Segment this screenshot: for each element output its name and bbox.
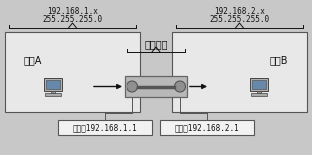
Bar bbox=[45, 93, 61, 96]
Circle shape bbox=[174, 81, 186, 92]
Text: 网关：192.168.1.1: 网关：192.168.1.1 bbox=[73, 123, 137, 132]
Bar bbox=[125, 76, 187, 97]
Bar bbox=[160, 120, 254, 135]
Bar bbox=[252, 80, 266, 89]
Text: 网络A: 网络A bbox=[24, 55, 42, 65]
Bar bbox=[172, 32, 307, 112]
Text: 255.255.255.0: 255.255.255.0 bbox=[209, 15, 270, 24]
Text: 网络B: 网络B bbox=[270, 55, 288, 65]
Bar bbox=[251, 93, 267, 96]
Bar bbox=[5, 32, 140, 112]
Bar bbox=[257, 91, 261, 93]
Text: 255.255.255.0: 255.255.255.0 bbox=[42, 15, 103, 24]
Circle shape bbox=[126, 81, 138, 92]
Bar bbox=[126, 77, 186, 96]
Text: 192.168.2.x: 192.168.2.x bbox=[214, 7, 265, 16]
Bar bbox=[250, 78, 268, 91]
Bar bbox=[58, 120, 152, 135]
Bar bbox=[46, 80, 60, 89]
Bar bbox=[44, 78, 62, 91]
Bar bbox=[51, 91, 55, 93]
Text: 网关：192.168.2.1: 网关：192.168.2.1 bbox=[175, 123, 239, 132]
Text: 路由设备: 路由设备 bbox=[144, 39, 168, 49]
Text: 192.168.1.x: 192.168.1.x bbox=[47, 7, 98, 16]
